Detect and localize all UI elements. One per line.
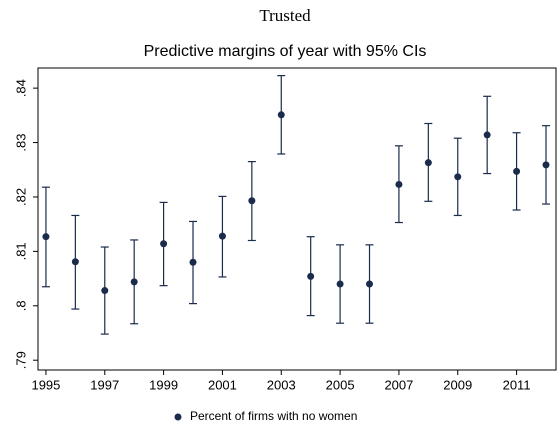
y-tick-label: .79 <box>13 351 28 369</box>
x-tick-label: 2009 <box>443 377 472 392</box>
plot-frame <box>37 67 557 371</box>
x-tick-label: 2005 <box>326 377 355 392</box>
point <box>277 111 285 119</box>
y-tick-label: .84 <box>13 79 28 97</box>
point <box>366 280 374 288</box>
x-tick-label: 1995 <box>31 377 60 392</box>
y-tick-label: .8 <box>13 300 28 311</box>
x-tick-label: 2001 <box>208 377 237 392</box>
x-tick-label: 2003 <box>267 377 296 392</box>
chart-title: Predictive margins of year with 95% CIs <box>144 43 427 60</box>
point <box>101 287 109 295</box>
point <box>395 180 403 188</box>
legend-label: Percent of firms with no women <box>190 409 357 423</box>
point <box>454 173 462 181</box>
point <box>483 131 491 139</box>
point <box>218 232 226 240</box>
point <box>248 197 256 205</box>
point <box>307 272 315 280</box>
y-tick-label: .82 <box>13 188 28 206</box>
x-tick-label: 1997 <box>90 377 119 392</box>
point <box>160 240 168 248</box>
point <box>189 258 197 266</box>
y-tick-label: .83 <box>13 134 28 152</box>
point <box>71 258 79 266</box>
legend-marker <box>174 413 182 421</box>
point <box>336 280 344 288</box>
x-tick-label: 2007 <box>384 377 413 392</box>
point <box>42 233 50 241</box>
y-tick-label: .81 <box>13 242 28 260</box>
point <box>130 278 138 286</box>
x-tick-label: 1999 <box>149 377 178 392</box>
point <box>513 167 521 175</box>
x-tick-label: 2011 <box>503 377 531 392</box>
page-title: Trusted <box>259 6 311 25</box>
point <box>424 159 432 167</box>
point <box>542 161 550 169</box>
